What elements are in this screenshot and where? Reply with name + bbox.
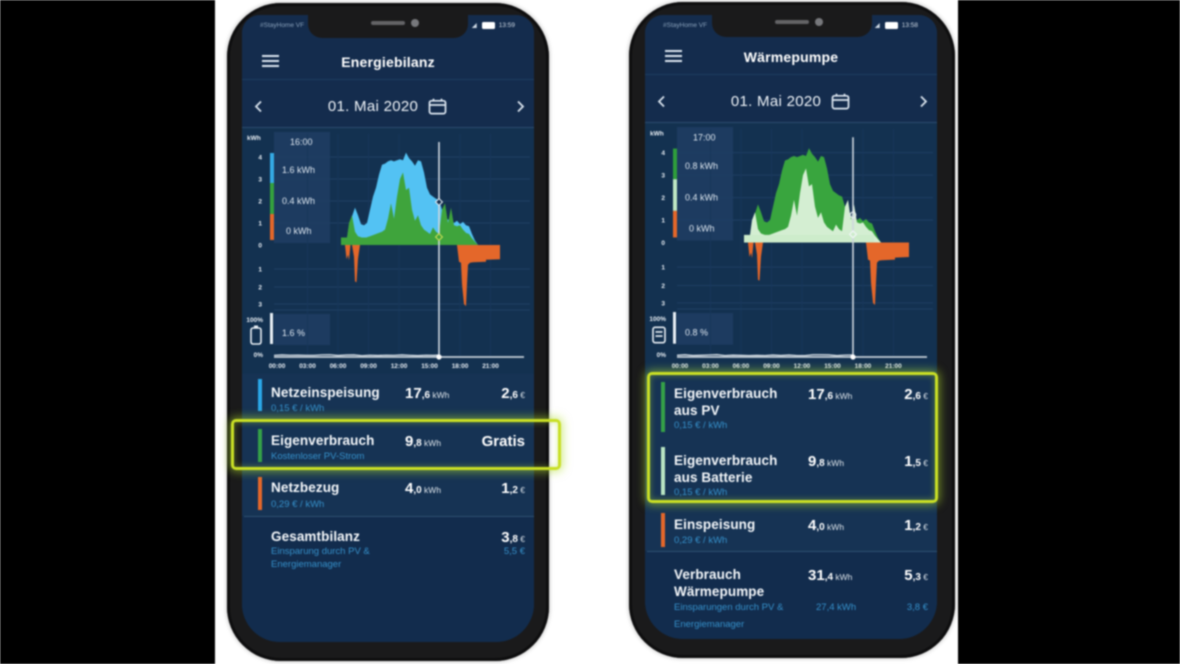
svg-text:09:00: 09:00	[763, 363, 780, 370]
svg-text:3: 3	[258, 302, 262, 309]
svg-text:0.4 kWh: 0.4 kWh	[685, 193, 718, 203]
svg-text:0 kWh: 0 kWh	[689, 223, 714, 233]
svg-text:0%: 0%	[254, 352, 264, 359]
svg-text:2: 2	[258, 285, 262, 292]
svg-text:1: 1	[258, 221, 262, 228]
svg-text:06:00: 06:00	[330, 363, 347, 370]
svg-text:1: 1	[258, 267, 262, 274]
svg-text:4: 4	[258, 155, 262, 162]
svg-text:100%: 100%	[246, 317, 263, 324]
svg-text:15:00: 15:00	[421, 363, 438, 370]
svg-text:18:00: 18:00	[452, 363, 469, 370]
svg-text:3: 3	[661, 173, 665, 180]
svg-text:2: 2	[661, 195, 665, 202]
svg-text:00:00: 00:00	[269, 363, 286, 370]
svg-text:0%: 0%	[657, 352, 667, 359]
svg-text:21:00: 21:00	[885, 363, 902, 370]
svg-text:2: 2	[661, 283, 665, 290]
svg-text:0.8 %: 0.8 %	[685, 327, 708, 337]
svg-text:06:00: 06:00	[733, 363, 750, 370]
svg-text:0.8 kWh: 0.8 kWh	[685, 161, 718, 171]
svg-text:3: 3	[258, 177, 262, 184]
svg-text:1.6 kWh: 1.6 kWh	[282, 165, 315, 175]
svg-text:12:00: 12:00	[391, 363, 408, 370]
svg-text:kWh: kWh	[247, 135, 261, 142]
svg-text:2: 2	[258, 199, 262, 206]
svg-text:0.4 kWh: 0.4 kWh	[282, 196, 315, 206]
svg-text:1: 1	[661, 265, 665, 272]
svg-text:18:00: 18:00	[855, 363, 872, 370]
svg-text:0: 0	[258, 243, 262, 250]
svg-text:4: 4	[661, 150, 665, 157]
svg-text:03:00: 03:00	[299, 363, 316, 370]
svg-text:kWh: kWh	[650, 130, 664, 137]
svg-text:17:00: 17:00	[693, 132, 715, 142]
svg-text:0 kWh: 0 kWh	[286, 226, 312, 236]
svg-text:3: 3	[661, 300, 665, 307]
svg-text:0: 0	[661, 240, 665, 247]
svg-text:03:00: 03:00	[702, 363, 719, 370]
svg-text:15:00: 15:00	[824, 363, 841, 370]
svg-text:00:00: 00:00	[672, 363, 689, 370]
svg-text:1.6 %: 1.6 %	[282, 328, 305, 338]
svg-text:100%: 100%	[649, 316, 666, 323]
svg-text:12:00: 12:00	[794, 363, 811, 370]
svg-text:16:00: 16:00	[290, 137, 313, 147]
svg-text:21:00: 21:00	[482, 363, 499, 370]
svg-text:1: 1	[661, 218, 665, 225]
svg-text:09:00: 09:00	[360, 363, 377, 370]
